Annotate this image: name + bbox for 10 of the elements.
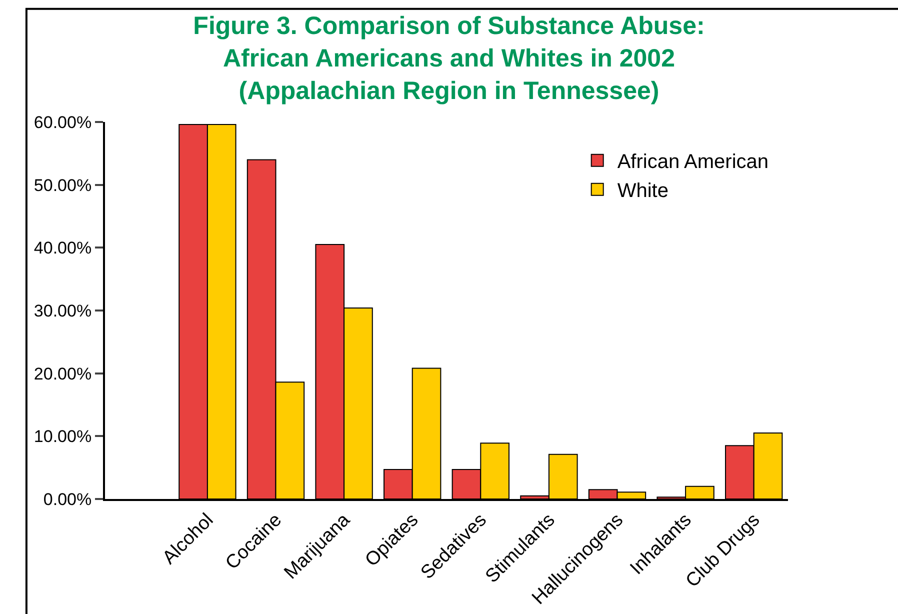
legend-label: African American xyxy=(617,151,769,174)
y-tick-label: 50.00% xyxy=(34,176,92,195)
legend-label: White xyxy=(617,180,668,202)
y-tick-label: 40.00% xyxy=(34,238,92,258)
y-tick-label: 20.00% xyxy=(34,364,92,384)
y-tick-label: 0.00% xyxy=(43,490,92,509)
chart-title: Figure 3. Comparison of Substance Abuse: African Americans and Whites in 2002 (Appalachian Region in Tennessee) xyxy=(193,12,705,105)
y-tick-label: 30.00% xyxy=(34,301,92,320)
y-tick-label: 60.00% xyxy=(34,112,92,132)
y-tick-label: 10.00% xyxy=(34,427,92,446)
